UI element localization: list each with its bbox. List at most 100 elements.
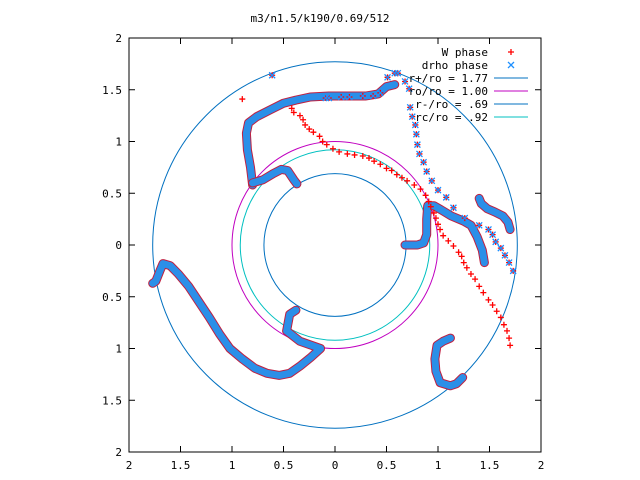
- drho-phase-curve: [431, 334, 467, 390]
- drho-phase-point: [505, 259, 513, 267]
- radius-circles: [152, 61, 518, 429]
- drho-phase-curve: [149, 260, 325, 379]
- w-phase-point: [323, 141, 330, 148]
- x-tick-label: 0: [332, 459, 339, 472]
- legend-swatch: [507, 61, 515, 69]
- drho-phase-point: [475, 221, 483, 229]
- w-phase-point: [485, 296, 492, 303]
- w-phase-point: [427, 203, 434, 210]
- w-phase-point: [425, 198, 432, 205]
- x-tick-label: 1: [229, 459, 236, 472]
- y-tick-label: 0: [115, 239, 122, 252]
- w-phase-point: [493, 308, 500, 315]
- legend-swatch: [508, 49, 514, 55]
- w-phase-point: [455, 249, 462, 256]
- w-phase-point: [476, 283, 483, 290]
- drho-phase-point: [509, 267, 517, 275]
- x-tick-label: 1.5: [480, 459, 500, 472]
- legend-label: W phase: [442, 46, 488, 59]
- w-phase-point: [393, 171, 400, 178]
- w-phase-point: [296, 112, 303, 119]
- drho-phase-point: [405, 85, 413, 93]
- y-tick-label: 1.5: [102, 84, 122, 97]
- w-phase-point: [450, 243, 457, 250]
- w-phase-point: [365, 155, 372, 162]
- drho-phase-point: [337, 93, 345, 101]
- w-phase-point: [437, 226, 444, 233]
- drho-phase-point: [411, 121, 419, 129]
- w-phase-point: [383, 165, 390, 172]
- drho-phase-point: [501, 251, 509, 259]
- drho-phase-point: [485, 226, 492, 233]
- y-tick-label: 1: [115, 136, 122, 149]
- x-tick-label: 0.5: [274, 459, 294, 472]
- w-phase-point: [480, 289, 487, 296]
- chart-title: m3/n1.5/k190/0.69/512: [250, 12, 389, 25]
- w-phase-point: [316, 133, 323, 140]
- drho-phase-point: [325, 94, 333, 102]
- w-phase-point: [371, 158, 378, 165]
- drho-phase-point: [408, 113, 416, 121]
- x-tick-label: 1.5: [171, 459, 191, 472]
- w-phase-point: [300, 116, 307, 123]
- x-tick-labels: 2 1.5 1 0.5 0 0.5 1 1.5 2: [126, 459, 545, 472]
- drho-phase-point: [384, 73, 391, 81]
- drho-phase-point: [442, 193, 450, 201]
- drho-phase-point: [345, 93, 353, 101]
- y-tick-labels: 2 1.5 1 0.5 0 0.5 1 1.5 2: [102, 32, 122, 459]
- w-phase-point: [460, 259, 467, 266]
- drho-phase-point: [497, 244, 505, 252]
- drho-phase-curve: [242, 81, 399, 189]
- w-phase-point: [310, 129, 317, 136]
- y-tick-label: 1.5: [102, 394, 122, 407]
- drho-phase-point: [461, 214, 469, 222]
- w-phase-point: [500, 321, 507, 328]
- drho-phase-point: [489, 231, 497, 239]
- w-phase-point: [239, 96, 246, 103]
- x-tick-label: 0.5: [377, 459, 397, 472]
- w-phase-point: [359, 152, 366, 159]
- axis-ticks: [128, 37, 542, 453]
- w-phase-point: [411, 181, 418, 188]
- w-phase-point: [445, 237, 452, 244]
- drho-phase-point: [428, 177, 436, 185]
- w-phase-point: [463, 264, 470, 271]
- w-phase-point: [507, 342, 514, 349]
- w-phase-point: [472, 276, 479, 283]
- radius-circle-3: [239, 149, 431, 341]
- legend-label: rc/ro = .92: [415, 111, 488, 124]
- y-tick-label: 0.5: [102, 291, 122, 304]
- radius-circle-0: [152, 61, 518, 429]
- w-phase-point: [344, 150, 351, 157]
- w-phase-point: [432, 215, 439, 222]
- w-phase-point: [435, 221, 441, 228]
- w-phase-point: [467, 270, 474, 277]
- y-tick-label: 0.5: [102, 187, 122, 200]
- w-phase-point: [417, 186, 424, 193]
- drho-phase-point: [423, 168, 431, 175]
- w-phase-point: [504, 327, 511, 334]
- drho-phase-point: [369, 92, 377, 100]
- drho-phase-point: [412, 130, 420, 138]
- w-phase-point: [290, 109, 297, 116]
- w-phase-point: [329, 145, 336, 152]
- drho-phase-point: [492, 238, 500, 246]
- drho-phase-point: [416, 150, 423, 158]
- w-phase-point: [388, 167, 395, 174]
- drho-phase-point: [359, 92, 367, 100]
- w-phase-point: [351, 151, 358, 158]
- legend-label: r+/ro = 1.77: [409, 72, 488, 85]
- x-tick-label: 2: [126, 459, 133, 472]
- drho-phase-point: [420, 158, 428, 166]
- drho-phase-point: [434, 186, 442, 194]
- w-phase-point: [430, 209, 437, 216]
- x-tick-label: 1: [435, 459, 442, 472]
- drho-phase-point: [401, 78, 409, 85]
- drho-phase-point: [268, 71, 276, 79]
- w-phase-point: [404, 177, 411, 184]
- w-phase-point: [336, 148, 343, 155]
- w-phase-point: [319, 138, 326, 145]
- y-tick-label: 2: [115, 446, 122, 459]
- drho-phase-curve: [475, 194, 514, 233]
